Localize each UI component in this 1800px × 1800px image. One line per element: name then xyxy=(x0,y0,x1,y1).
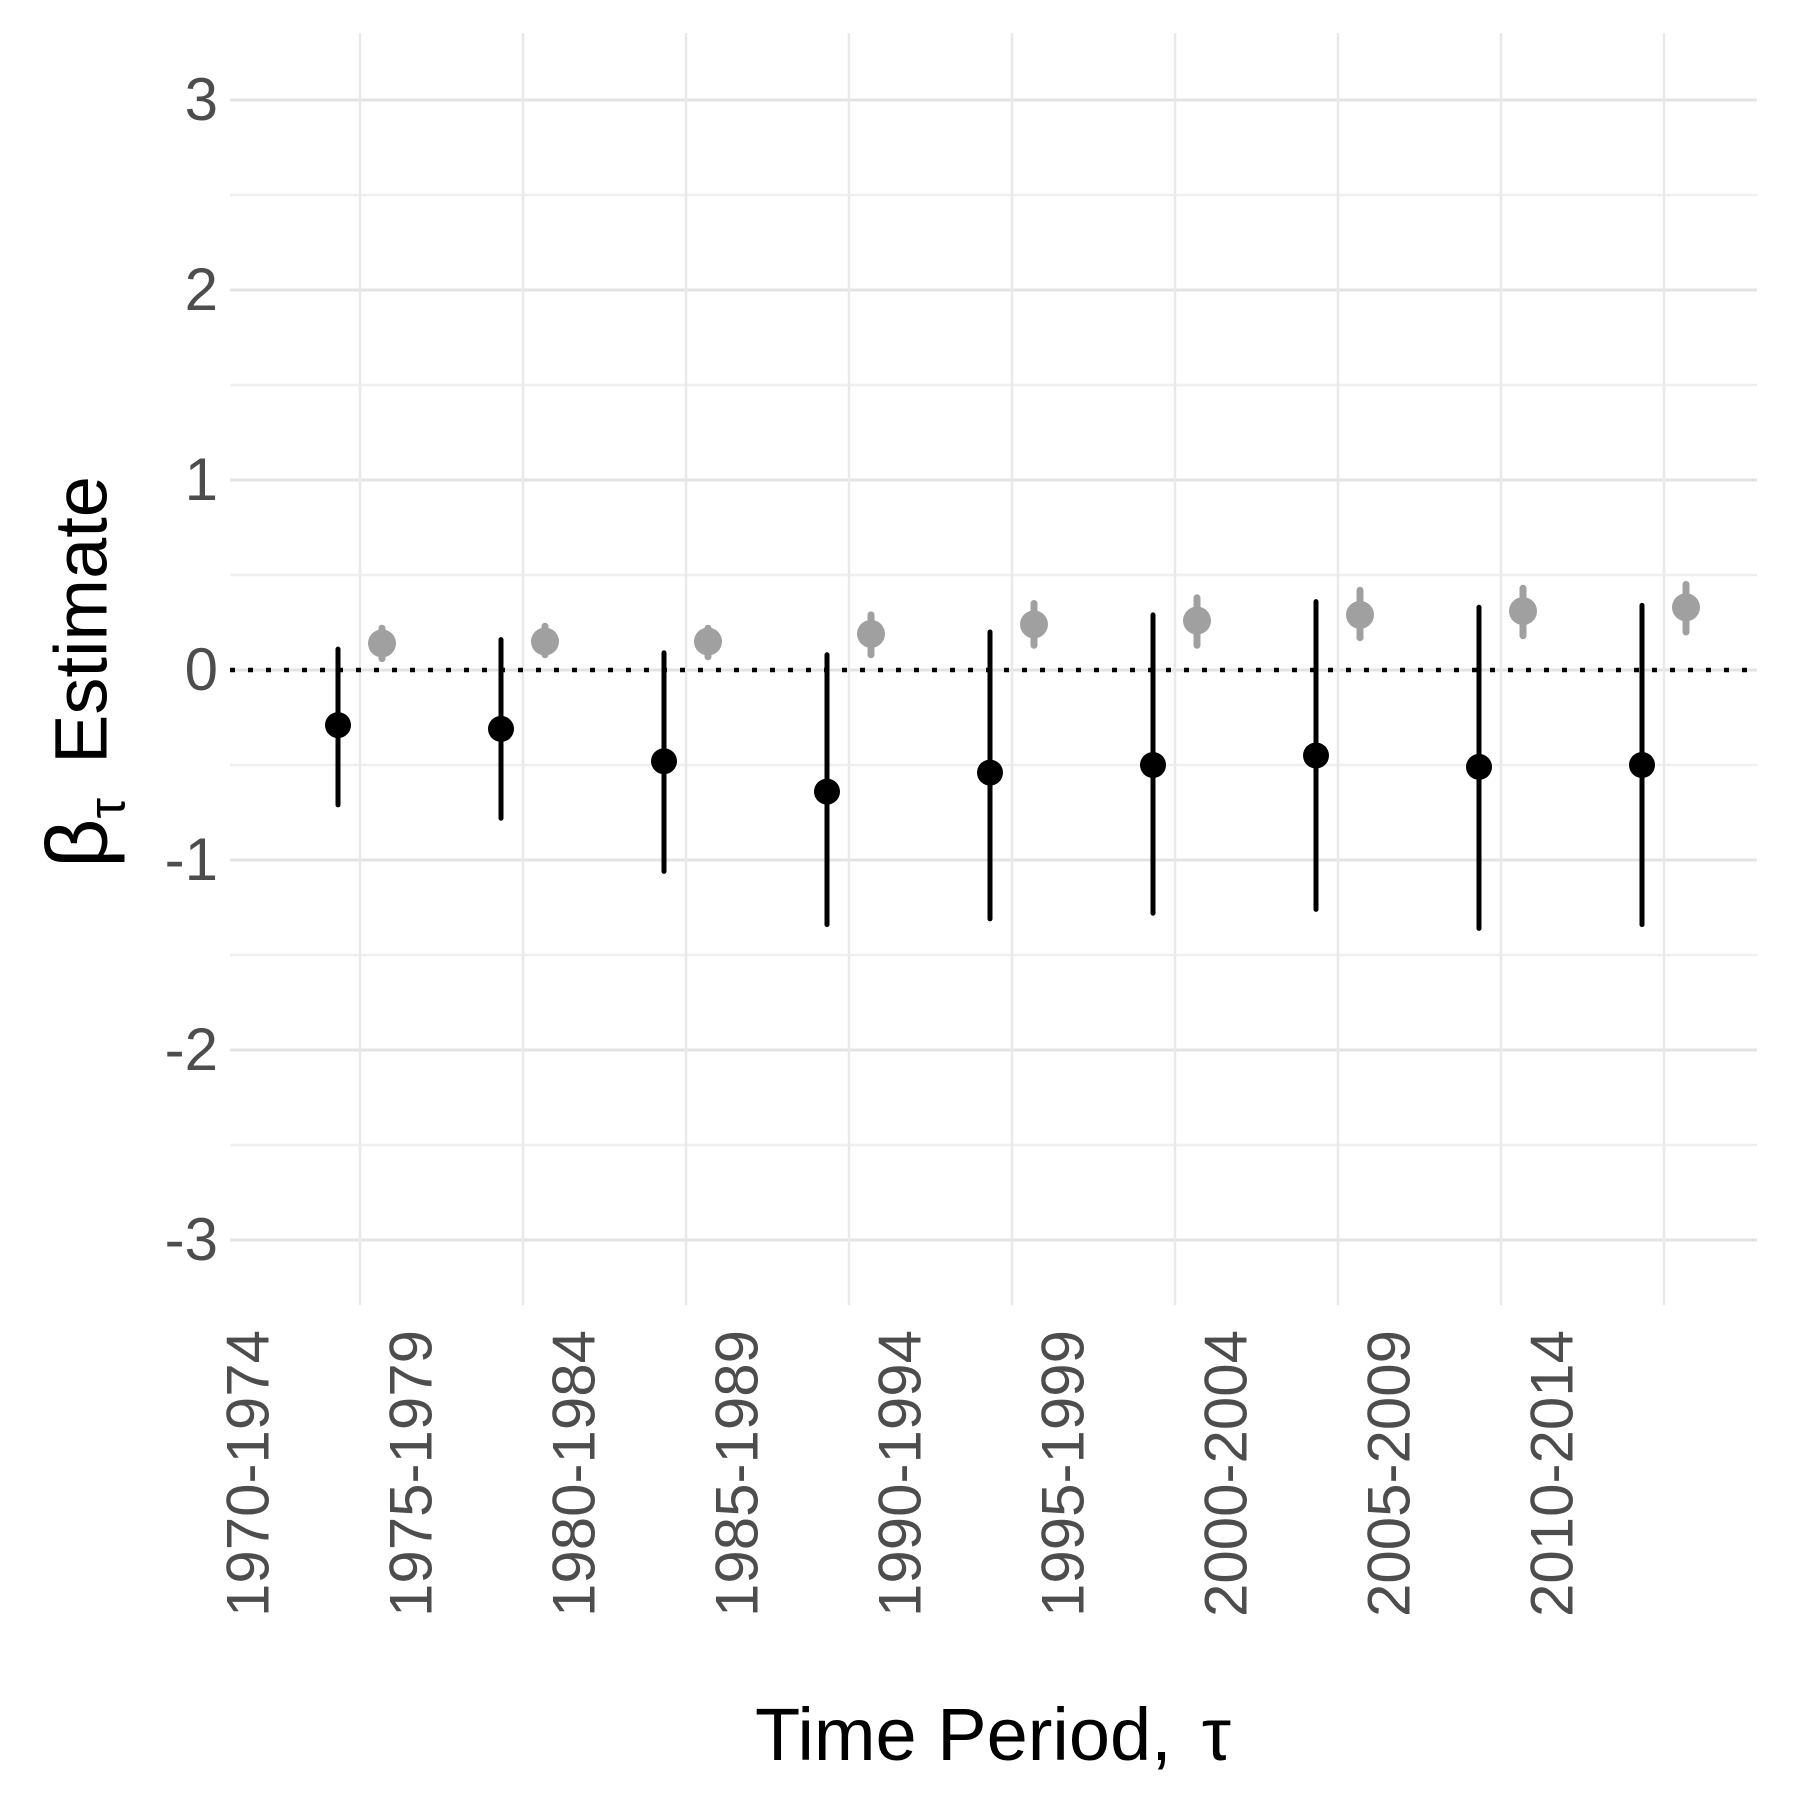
primary-estimate-point-1995-1999 xyxy=(1140,752,1166,778)
x-axis-title-text: Time Period, xyxy=(755,1693,1172,1776)
secondary-estimate-point-1980-1984 xyxy=(694,627,722,656)
y-tick-label--3: -3 xyxy=(164,1206,218,1273)
x-axis-title-tau: τ xyxy=(1201,1693,1231,1776)
primary-estimate-point-1975-1979 xyxy=(488,715,514,742)
secondary-estimate-point-1975-1979 xyxy=(531,627,559,656)
primary-estimate-point-1980-1984 xyxy=(651,748,677,775)
primary-estimate-point-2010-2014 xyxy=(1629,752,1655,778)
x-tick-label-2010-2014: 2010-2014 xyxy=(1518,1330,1586,1617)
secondary-estimate-point-2005-2009 xyxy=(1509,597,1537,626)
primary-estimate-point-1985-1989 xyxy=(814,778,840,805)
primary-estimate-point-2005-2009 xyxy=(1466,753,1492,780)
secondary-estimate-point-1985-1989 xyxy=(857,619,885,648)
secondary-estimate-point-1995-1999 xyxy=(1183,606,1211,635)
primary-estimate-point-1990-1994 xyxy=(977,759,1003,786)
y-tick-label--2: -2 xyxy=(164,1016,218,1083)
y-tick-label-2: 2 xyxy=(184,256,218,323)
secondary-estimate-point-1990-1994 xyxy=(1020,610,1048,639)
y-tick-label-1: 1 xyxy=(184,446,218,513)
secondary-estimate-point-2000-2004 xyxy=(1346,600,1374,629)
primary-estimate-point-2000-2004 xyxy=(1303,742,1329,769)
y-tick-label-0: 0 xyxy=(184,636,218,703)
secondary-estimate-point-1970-1974 xyxy=(368,629,396,658)
x-axis-title: Time Period, τ xyxy=(755,1698,1231,1772)
y-tick-label--1: -1 xyxy=(164,826,218,893)
y-axis-title-subscript-tau: τ xyxy=(78,797,137,819)
secondary-estimate-point-2010-2014 xyxy=(1672,593,1700,622)
y-axis-title-text: Estimate xyxy=(39,476,123,764)
y-tick-label-3: 3 xyxy=(184,66,218,133)
plot-panel xyxy=(230,33,1757,1305)
primary-estimate-point-1970-1974 xyxy=(325,712,351,739)
